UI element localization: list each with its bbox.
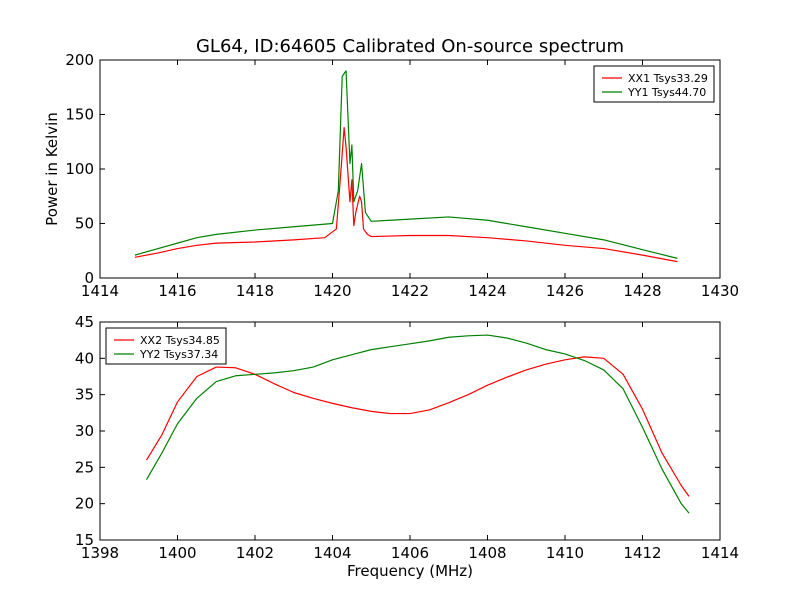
legend-entry: XX1 Tsys33.29 — [628, 72, 708, 85]
y-tick-label: 50 — [75, 215, 94, 233]
x-tick-label: 1414 — [701, 544, 739, 562]
y-tick-label: 15 — [75, 531, 94, 549]
series-line-2-1 — [145, 356, 690, 497]
x-tick-label: 1400 — [158, 544, 196, 562]
legend-box — [593, 65, 715, 103]
x-tick-label: 1402 — [236, 544, 274, 562]
x-tick-label: 1416 — [158, 282, 196, 300]
y-tick-label: 100 — [65, 160, 94, 178]
series-line-2-2 — [145, 334, 690, 514]
y-tick-label: 150 — [65, 106, 94, 124]
x-tick-label: 1406 — [391, 544, 429, 562]
x-tick-label: 1398 — [81, 544, 119, 562]
x-tick-label: 1414 — [81, 282, 119, 300]
y-axis-label: Power in Kelvin — [43, 112, 61, 226]
y-tick-label: 0 — [84, 269, 94, 287]
x-tick-label: 1420 — [313, 282, 351, 300]
chart-title: GL64, ID:64605 Calibrated On-source spec… — [196, 36, 624, 57]
x-tick-label: 1410 — [546, 544, 584, 562]
legend-box — [105, 327, 227, 365]
x-tick-label: 1428 — [623, 282, 661, 300]
chart-2: 1398 1400 1402 1404 1406 1408 1410 1412 1414 15 20… — [75, 313, 739, 580]
series-line-1-2 — [134, 70, 678, 259]
x-tick-label: 1430 — [701, 282, 739, 300]
y-tick-label: 35 — [75, 386, 94, 404]
y-tick-label: 45 — [75, 313, 94, 331]
legend-entry: YY1 Tsys44.70 — [627, 86, 706, 99]
legend-entry: YY2 Tsys37.34 — [139, 348, 218, 361]
x-tick-label: 1412 — [623, 544, 661, 562]
x-tick-label: 1404 — [313, 544, 351, 562]
y-tick-label: 25 — [75, 458, 94, 476]
series-line-1-1 — [134, 126, 678, 263]
y-tick-label: 40 — [75, 349, 94, 367]
x-tick-label: 1426 — [546, 282, 584, 300]
legend-entry: XX2 Tsys34.85 — [140, 334, 220, 347]
y-tick-label: 200 — [65, 51, 94, 69]
y-tick-label: 30 — [75, 422, 94, 440]
x-axis-label: Frequency (MHz) — [347, 562, 473, 580]
y-tick-label: 20 — [75, 495, 94, 513]
x-tick-label: 1424 — [468, 282, 506, 300]
x-tick-label: 1418 — [236, 282, 274, 300]
x-tick-label: 1408 — [468, 544, 506, 562]
x-tick-label: 1422 — [391, 282, 429, 300]
chart-1: 1414 1416 1418 1420 1422 1424 1426 1428 1430 0 50 1… — [43, 36, 739, 300]
